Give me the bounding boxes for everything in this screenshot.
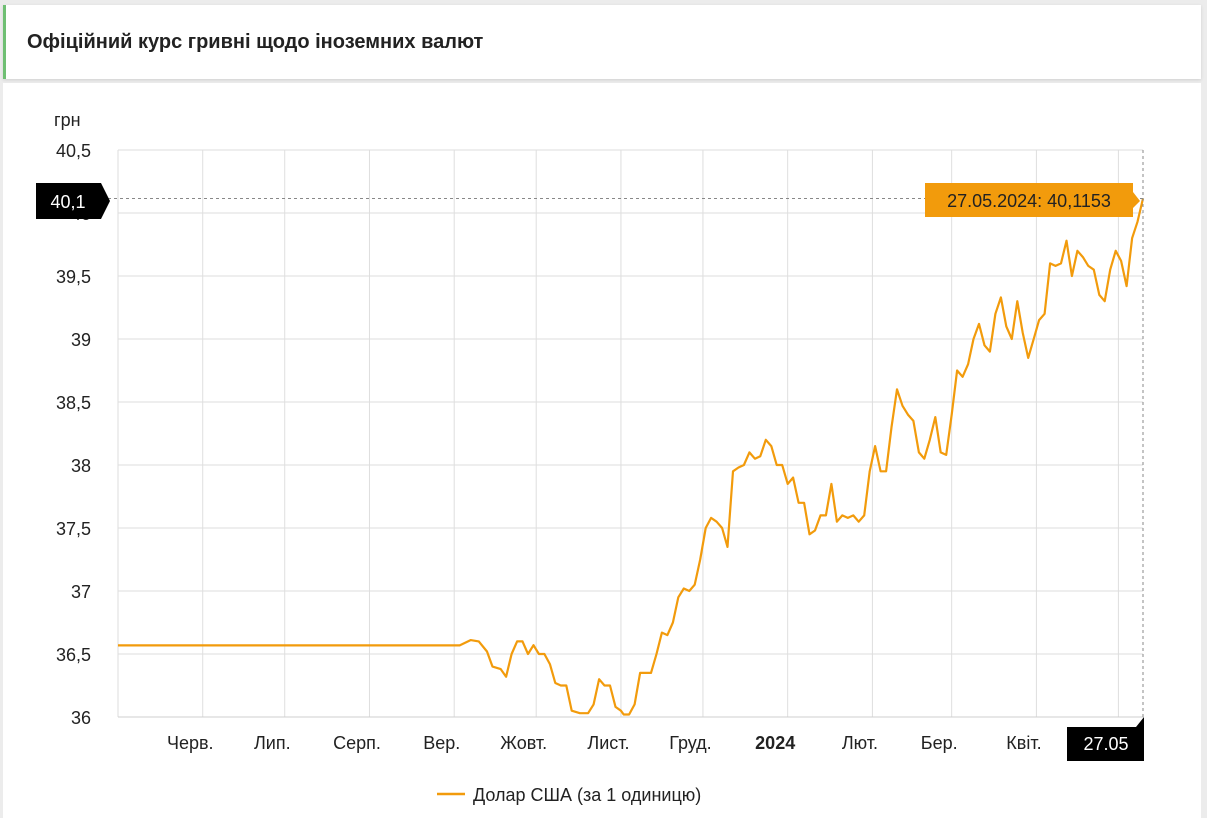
- crosshair-x-label: 27.05: [1083, 734, 1128, 754]
- y-tick-label: 39: [71, 330, 91, 350]
- legend-label-usd: Долар США (за 1 одиницю): [473, 785, 701, 805]
- page-title: Офіційний курс гривні щодо іноземних вал…: [27, 31, 484, 53]
- crosshair-y-label: 40,1: [50, 192, 85, 212]
- y-tick-label: 36,5: [56, 645, 91, 665]
- y-tick-label: 37: [71, 582, 91, 602]
- x-tick-label: 2024: [755, 733, 795, 753]
- tooltip-text: 27.05.2024: 40,1153: [947, 191, 1111, 211]
- x-tick-label: Черв.: [167, 733, 214, 753]
- x-tick-label: Вер.: [423, 733, 460, 753]
- x-tick-label: Лют.: [842, 733, 878, 753]
- y-tick-label: 36: [71, 708, 91, 728]
- y-axis-label: грн: [54, 110, 81, 130]
- x-tick-label: Жовт.: [500, 733, 547, 753]
- tooltip-box: [925, 183, 1140, 217]
- y-tick-label: 37,5: [56, 519, 91, 539]
- x-tick-label: Серп.: [333, 733, 381, 753]
- y-tick-label: 39,5: [56, 267, 91, 287]
- y-tick-label: 38: [71, 456, 91, 476]
- crosshair-x-label-box: [1067, 717, 1144, 761]
- series-line-usd: [118, 198, 1145, 716]
- y-tick-label: 40,5: [56, 141, 91, 161]
- x-tick-label: Лист.: [587, 733, 629, 753]
- x-tick-label: Бер.: [921, 733, 958, 753]
- y-tick-label: 38,5: [56, 393, 91, 413]
- x-tick-label: Квіт.: [1006, 733, 1041, 753]
- x-tick-label: Лип.: [254, 733, 291, 753]
- x-tick-label: Груд.: [669, 733, 711, 753]
- crosshair-y-label-box: [36, 183, 110, 219]
- header-bar: Офіційний курс гривні щодо іноземних вал…: [3, 5, 1201, 79]
